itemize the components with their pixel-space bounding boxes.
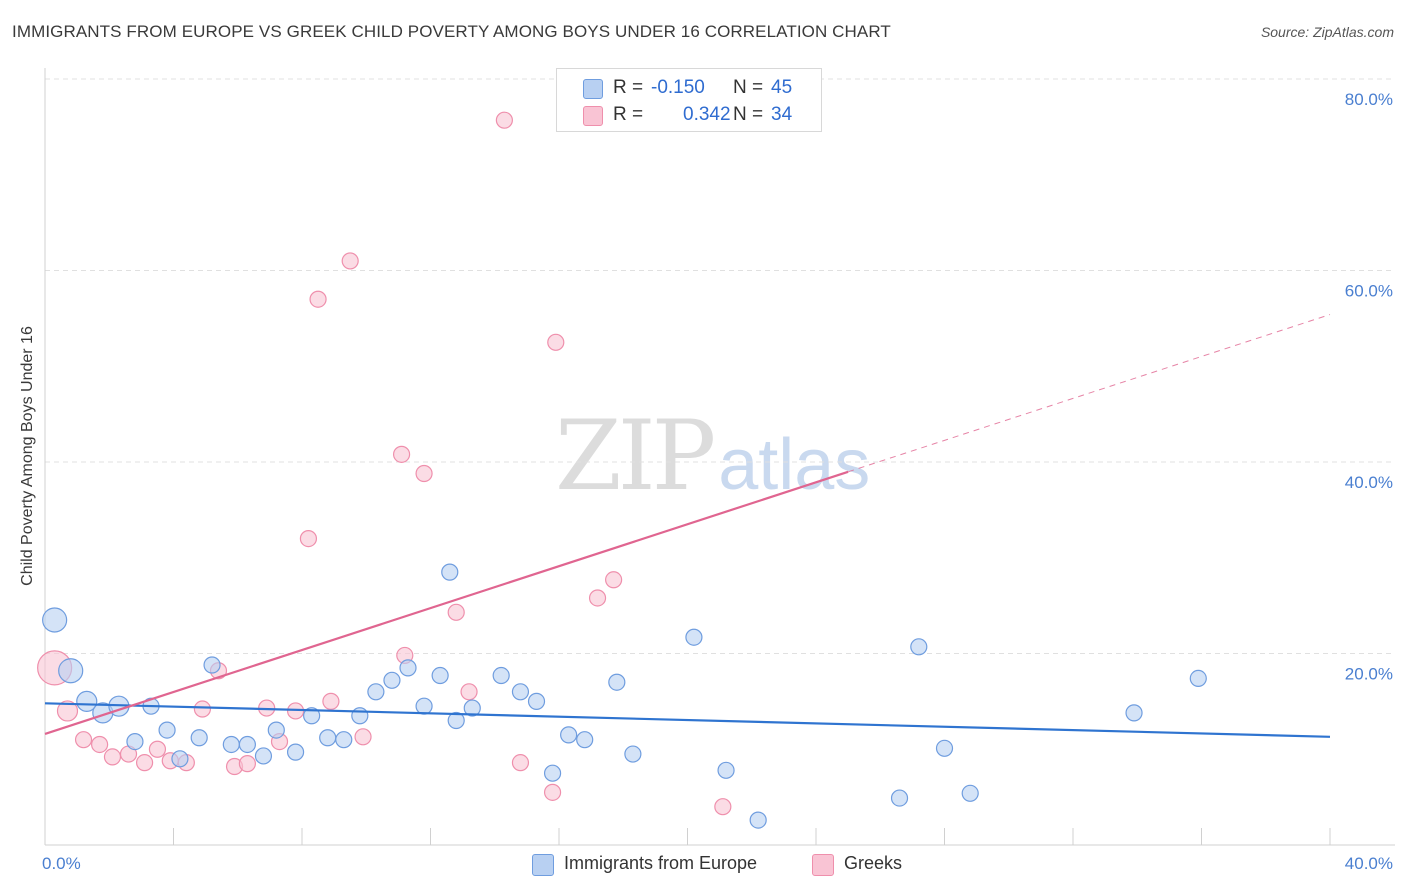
x-tick-label: 40.0% bbox=[1345, 854, 1393, 873]
greeks-point bbox=[238, 755, 256, 773]
y-tick-label: 20.0% bbox=[1345, 665, 1393, 684]
greeks-point bbox=[74, 731, 93, 749]
europe-point bbox=[890, 789, 909, 807]
europe-point bbox=[267, 721, 285, 739]
europe-point bbox=[58, 658, 84, 684]
europe-point bbox=[415, 697, 433, 715]
series-legend: Immigrants from Europe Greeks bbox=[0, 852, 1406, 878]
greeks-point bbox=[193, 700, 212, 718]
greeks-point bbox=[460, 683, 478, 701]
greeks-trend-line-extension bbox=[847, 314, 1331, 473]
series-swatch-europe bbox=[532, 854, 554, 876]
europe-point bbox=[961, 784, 979, 802]
europe-point bbox=[203, 656, 221, 674]
legend-r-value: -0.150 bbox=[651, 77, 705, 98]
europe-point bbox=[42, 607, 68, 633]
europe-point bbox=[492, 666, 510, 685]
europe-point bbox=[935, 739, 954, 757]
legend-n-label: N = bbox=[733, 77, 764, 98]
greeks-point bbox=[543, 783, 562, 801]
greeks-point bbox=[547, 333, 565, 351]
europe-point bbox=[441, 563, 459, 581]
europe-point bbox=[1125, 704, 1143, 722]
legend-swatch-greeks bbox=[583, 106, 603, 126]
europe-point bbox=[286, 743, 305, 761]
y-tick-label: 40.0% bbox=[1345, 473, 1393, 492]
greeks-point bbox=[135, 754, 154, 772]
greeks-point bbox=[588, 589, 607, 607]
greeks-point bbox=[354, 728, 372, 746]
europe-trend-line bbox=[44, 702, 1331, 738]
greeks-point bbox=[605, 571, 623, 589]
greeks-point bbox=[299, 529, 318, 548]
legend-r-value: 0.342 bbox=[683, 104, 731, 125]
europe-point bbox=[685, 628, 703, 646]
series-legend-label: Greeks bbox=[844, 853, 903, 873]
europe-point bbox=[126, 732, 144, 751]
europe-point bbox=[383, 671, 401, 689]
europe-point bbox=[717, 761, 735, 779]
europe-point bbox=[238, 735, 256, 754]
europe-point bbox=[351, 707, 369, 725]
greeks-point bbox=[148, 740, 167, 758]
europe-point bbox=[463, 699, 481, 717]
europe-point bbox=[527, 692, 546, 710]
greeks-point bbox=[511, 754, 530, 772]
europe-point bbox=[190, 729, 208, 747]
greeks-point bbox=[341, 252, 359, 270]
europe-point bbox=[1189, 669, 1207, 687]
europe-point bbox=[303, 707, 321, 725]
legend-r-label: R = bbox=[613, 104, 644, 125]
europe-point bbox=[543, 764, 562, 782]
europe-point bbox=[560, 726, 578, 744]
chart-title: IMMIGRANTS FROM EUROPE VS GREEK CHILD PO… bbox=[12, 22, 891, 41]
series-legend-label: Immigrants from Europe bbox=[564, 853, 758, 873]
series-swatch-greeks bbox=[812, 854, 834, 876]
greeks-point bbox=[56, 700, 79, 722]
greeks-point bbox=[309, 290, 327, 308]
europe-point bbox=[335, 731, 353, 749]
legend-r-label: R = bbox=[613, 77, 644, 98]
legend-swatch-europe bbox=[583, 79, 603, 99]
greeks-point bbox=[392, 445, 411, 463]
source-label: Source: ZipAtlas.com bbox=[1260, 24, 1394, 40]
correlation-legend: R = -0.150 N = 45 R = 0.342 N = 34 bbox=[556, 68, 822, 132]
europe-point bbox=[749, 811, 767, 829]
europe-point bbox=[254, 747, 273, 765]
y-tick-label: 80.0% bbox=[1345, 90, 1393, 109]
greeks-trend-line bbox=[44, 470, 849, 735]
watermark-zip: ZIP bbox=[555, 400, 716, 512]
europe-point bbox=[171, 750, 189, 768]
greeks-point bbox=[415, 464, 433, 483]
y-tick-label: 60.0% bbox=[1345, 282, 1393, 301]
watermark-atlas: atlas bbox=[718, 425, 871, 505]
europe-point bbox=[222, 735, 240, 754]
greeks-point bbox=[322, 692, 340, 710]
europe-point bbox=[608, 673, 626, 691]
europe-point bbox=[576, 731, 594, 749]
legend-n-value: 34 bbox=[771, 104, 793, 125]
greeks-point bbox=[91, 735, 109, 754]
watermark: ZIPatlas bbox=[555, 400, 870, 512]
europe-point bbox=[447, 711, 465, 730]
legend-n-label: N = bbox=[733, 104, 764, 125]
greeks-point bbox=[447, 603, 465, 621]
europe-point bbox=[910, 638, 928, 656]
legend-n-value: 45 bbox=[771, 77, 793, 98]
europe-point bbox=[367, 683, 385, 701]
greeks-point bbox=[103, 748, 122, 766]
greeks-point bbox=[714, 798, 732, 816]
europe-point bbox=[76, 690, 98, 712]
europe-point bbox=[158, 721, 176, 739]
greeks-point bbox=[495, 111, 513, 129]
x-tick-label: 0.0% bbox=[42, 854, 81, 873]
europe-point bbox=[624, 745, 642, 763]
europe-point bbox=[319, 729, 337, 747]
europe-point bbox=[511, 683, 530, 701]
europe-point bbox=[399, 659, 417, 677]
europe-point bbox=[431, 666, 449, 685]
